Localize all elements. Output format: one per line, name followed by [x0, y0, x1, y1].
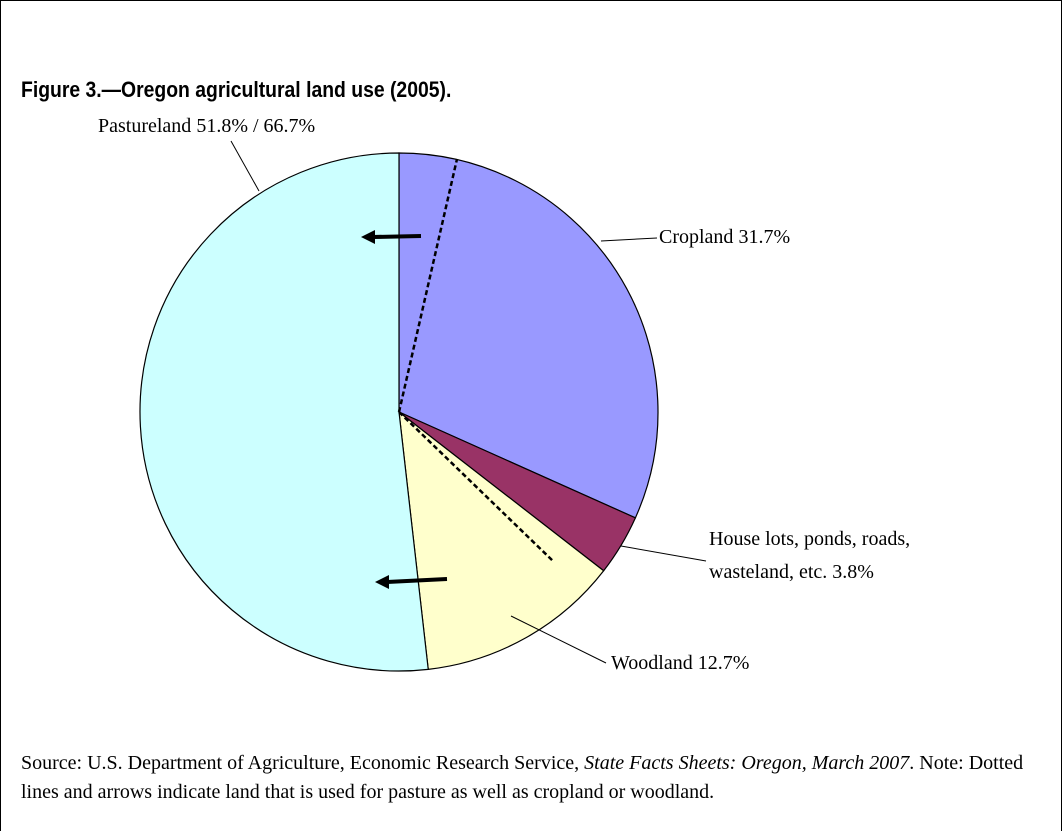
pie-slice — [398, 152, 659, 519]
source-note: Source: U.S. Department of Agriculture, … — [21, 749, 1031, 807]
chart-title: Figure 3.—Oregon agricultural land use (… — [21, 77, 452, 102]
label-value: 31.7% — [738, 226, 791, 248]
pie-slice — [398, 410, 605, 671]
label-name: Pastureland — [98, 115, 192, 137]
source-text: Source: U.S. Department of Agriculture, … — [21, 752, 585, 774]
arrows — [361, 230, 448, 589]
pie-slice — [139, 152, 429, 672]
label-name: House lots, ponds, roads, wasteland, etc… — [709, 528, 911, 583]
slice-label: Woodland 12.7% — [611, 647, 749, 680]
label-value: 51.8% / 66.7% — [196, 115, 316, 137]
label-name: Woodland — [611, 652, 693, 674]
dotted-line — [398, 411, 555, 563]
leader-lines — [230, 140, 707, 664]
source-title: State Facts Sheets: Oregon, March 2007 — [584, 752, 910, 774]
source-text: . Note: Dotted lines and arrows indicate… — [21, 752, 1024, 803]
dotted-line — [397, 158, 459, 413]
label-name: Cropland — [659, 226, 734, 248]
slice-label: House lots, ponds, roads, wasteland, etc… — [709, 523, 959, 589]
slice-label: Cropland 31.7% — [659, 221, 790, 254]
label-value: 12.7% — [697, 652, 750, 674]
pie — [139, 152, 659, 672]
slice-label: Pastureland 51.8% / 66.7% — [98, 110, 315, 143]
label-value: 3.8% — [832, 561, 874, 583]
